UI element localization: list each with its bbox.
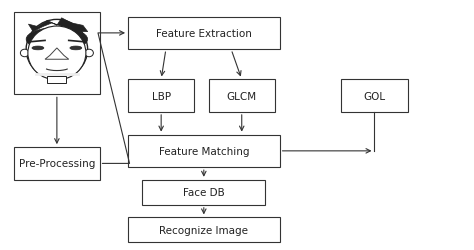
FancyBboxPatch shape <box>209 80 275 112</box>
FancyBboxPatch shape <box>142 180 265 205</box>
Ellipse shape <box>26 20 88 80</box>
FancyBboxPatch shape <box>128 18 280 50</box>
FancyBboxPatch shape <box>14 148 100 180</box>
FancyBboxPatch shape <box>128 135 280 168</box>
Text: GOL: GOL <box>364 91 385 101</box>
Ellipse shape <box>70 47 82 50</box>
Text: Feature Extraction: Feature Extraction <box>156 29 252 39</box>
FancyBboxPatch shape <box>14 12 100 95</box>
Text: Feature Matching: Feature Matching <box>159 146 249 156</box>
Text: Recognize Image: Recognize Image <box>159 225 248 235</box>
Ellipse shape <box>85 50 93 58</box>
Text: Face DB: Face DB <box>183 188 225 198</box>
FancyBboxPatch shape <box>128 218 280 242</box>
Text: GLCM: GLCM <box>227 91 257 101</box>
FancyBboxPatch shape <box>341 80 408 112</box>
Ellipse shape <box>20 50 29 58</box>
FancyBboxPatch shape <box>128 80 194 112</box>
Polygon shape <box>28 19 88 32</box>
Ellipse shape <box>32 47 44 50</box>
Polygon shape <box>47 76 66 84</box>
Ellipse shape <box>28 27 86 80</box>
Text: Pre-Processing: Pre-Processing <box>18 159 95 169</box>
Text: LBP: LBP <box>152 91 171 101</box>
Ellipse shape <box>26 28 88 52</box>
